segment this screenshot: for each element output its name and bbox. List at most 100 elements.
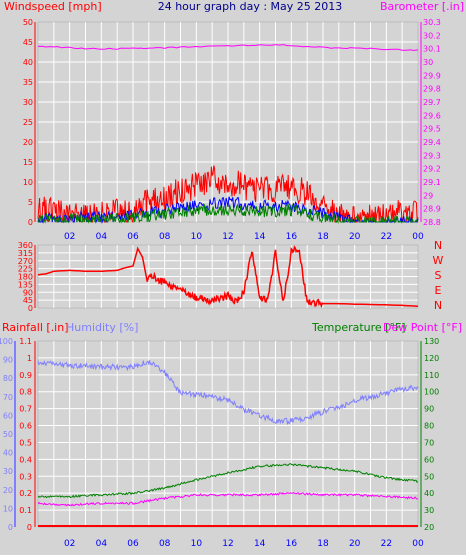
temperature-tick-label: 20 [424,523,434,532]
wind-x-tick-label: 16 [286,232,298,242]
compass-label: N [434,299,442,312]
direction-tick-label: 270 [18,257,33,266]
barometer-tick-label: 30 [423,58,433,67]
temperature-tick-label: 110 [424,371,439,380]
barometer-tick-label: 29.8 [423,85,441,94]
rainfall-tick-label: 0.3 [19,472,32,481]
dewpoint-series-line [37,492,419,507]
temperature-tick-label: 30 [424,506,434,515]
wind-x-tick-label: 08 [159,232,171,242]
wind-x-tick-label: 10 [191,232,203,242]
wind-x-tick-label: 02 [64,232,75,242]
temperature-tick-label: 120 [424,354,439,363]
barometer-tick-label: 30.3 [423,18,441,27]
direction-tick-label: 90 [23,288,33,297]
wind-x-tick-label: 04 [96,232,108,242]
rain-x-tick-label: 10 [191,539,203,549]
rainfall-tick-label: 1.1 [19,337,32,346]
humidity-tick-label: 70 [3,393,13,402]
rain-x-tick-label: 08 [159,539,171,549]
dewpoint-axis-label: Dew Point [°F] [383,321,462,334]
rainfall-tick-label: 0.7 [19,405,32,414]
temperature-tick-label: 90 [424,405,434,414]
barometer-tick-label: 29.2 [423,165,441,174]
rain-x-tick-label: 18 [317,539,329,549]
windspeed-tick-label: 5 [28,198,33,207]
compass-label: W [433,254,444,267]
barometer-tick-label: 29 [423,191,433,200]
rain-x-tick-label: 06 [127,539,139,549]
barometer-tick-label: 29.1 [423,178,441,187]
humidity-tick-label: 40 [3,449,13,458]
humidity-tick-label: 0 [8,523,13,532]
windspeed-tick-label: 30 [23,98,33,107]
temperature-tick-label: 50 [424,472,434,481]
rainfall-tick-label: 0.2 [19,489,32,498]
compass-label: S [435,269,442,282]
direction-tick-label: 135 [18,280,33,289]
humidity-tick-label: 20 [3,486,13,495]
windspeed-tick-label: 50 [23,18,33,27]
barometer-tick-label: 29.6 [423,111,441,120]
temperature-axis-label: Temperature [°F] [311,321,406,334]
barometer-tick-label: 29.3 [423,151,441,160]
rain-x-tick-label: 20 [349,539,361,549]
rain-x-tick-label: 22 [381,539,392,549]
windspeed-axis-label: Windspeed [mph] [4,0,102,13]
windspeed-tick-label: 10 [23,178,33,187]
barometer-axis-label: Barometer [.in] [380,0,464,13]
windspeed-tick-label: 0 [28,218,33,227]
barometer-tick-label: 29.9 [423,71,441,80]
rainfall-axis-label: Rainfall [.in] [2,321,69,334]
barometer-tick-label: 30.2 [423,31,441,40]
windspeed-tick-label: 35 [23,78,33,87]
direction-tick-label: 0 [28,304,33,313]
temperature-series-line [37,463,419,499]
temperature-tick-label: 80 [424,422,434,431]
humidity-tick-label: 80 [3,374,13,383]
direction-tick-label: 315 [18,249,33,258]
barometer-tick-label: 28.8 [423,218,441,227]
barometer-tick-label: 28.9 [423,205,441,214]
rain-x-tick-label: 04 [96,539,108,549]
rainfall-tick-label: 0.6 [19,422,32,431]
humidity-series-line [37,360,419,426]
temperature-tick-label: 70 [424,438,434,447]
chart-title: 24 hour graph day : May 25 2013 [158,0,343,13]
rainfall-tick-label: 1 [27,354,32,363]
barometer-tick-label: 29.7 [423,98,441,107]
wind-x-tick-label: 12 [222,232,233,242]
rainfall-tick-label: 0.5 [19,438,32,447]
barometer-tick-label: 29.4 [423,138,441,147]
humidity-tick-label: 90 [3,356,13,365]
direction-tick-label: 225 [18,265,33,274]
direction-tick-label: 360 [18,241,33,250]
direction-tick-label: 180 [18,273,33,282]
direction-tick-label: 45 [23,296,33,305]
rainfall-tick-label: 0 [27,523,32,532]
rain-x-tick-label: 14 [254,539,266,549]
average-series-line [38,203,419,224]
rain-humidity-temp-panel: 2030405060708090100110120130010203040506… [0,337,439,549]
wind-x-tick-label: 22 [381,232,392,242]
rain-x-tick-label: 00 [412,539,424,549]
temperature-tick-label: 130 [424,337,439,346]
humidity-axis-label: Humidity [%] [66,321,138,334]
wind-x-tick-label: 00 [412,232,424,242]
humidity-tick-label: 10 [3,504,13,513]
wind-pressure-panel: 0 5 10 15 20 25 30 35 40 45 50 28.8 28.9 29 29.1 29.2 29… [23,18,441,242]
rainfall-tick-label: 0.8 [19,388,32,397]
humidity-tick-label: 60 [3,411,13,420]
compass-label: E [435,284,442,297]
temperature-tick-label: 40 [424,489,434,498]
wind-x-tick-label: 18 [317,232,329,242]
temperature-tick-label: 100 [424,388,439,397]
rain-x-tick-label: 12 [222,539,233,549]
rain-x-tick-label: 16 [286,539,298,549]
windspeed-tick-label: 45 [23,38,33,47]
windspeed-tick-label: 15 [23,158,33,167]
wind-x-tick-label: 06 [127,232,139,242]
rain-x-tick-label: 02 [64,539,75,549]
